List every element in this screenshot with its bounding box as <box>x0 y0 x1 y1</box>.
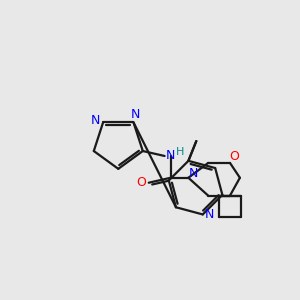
Text: N: N <box>189 167 198 180</box>
Text: O: O <box>136 176 146 189</box>
Text: N: N <box>91 114 100 127</box>
Text: N: N <box>131 108 140 121</box>
Text: N: N <box>166 149 175 163</box>
Text: O: O <box>229 151 239 164</box>
Text: N: N <box>205 208 214 221</box>
Text: H: H <box>176 147 184 157</box>
